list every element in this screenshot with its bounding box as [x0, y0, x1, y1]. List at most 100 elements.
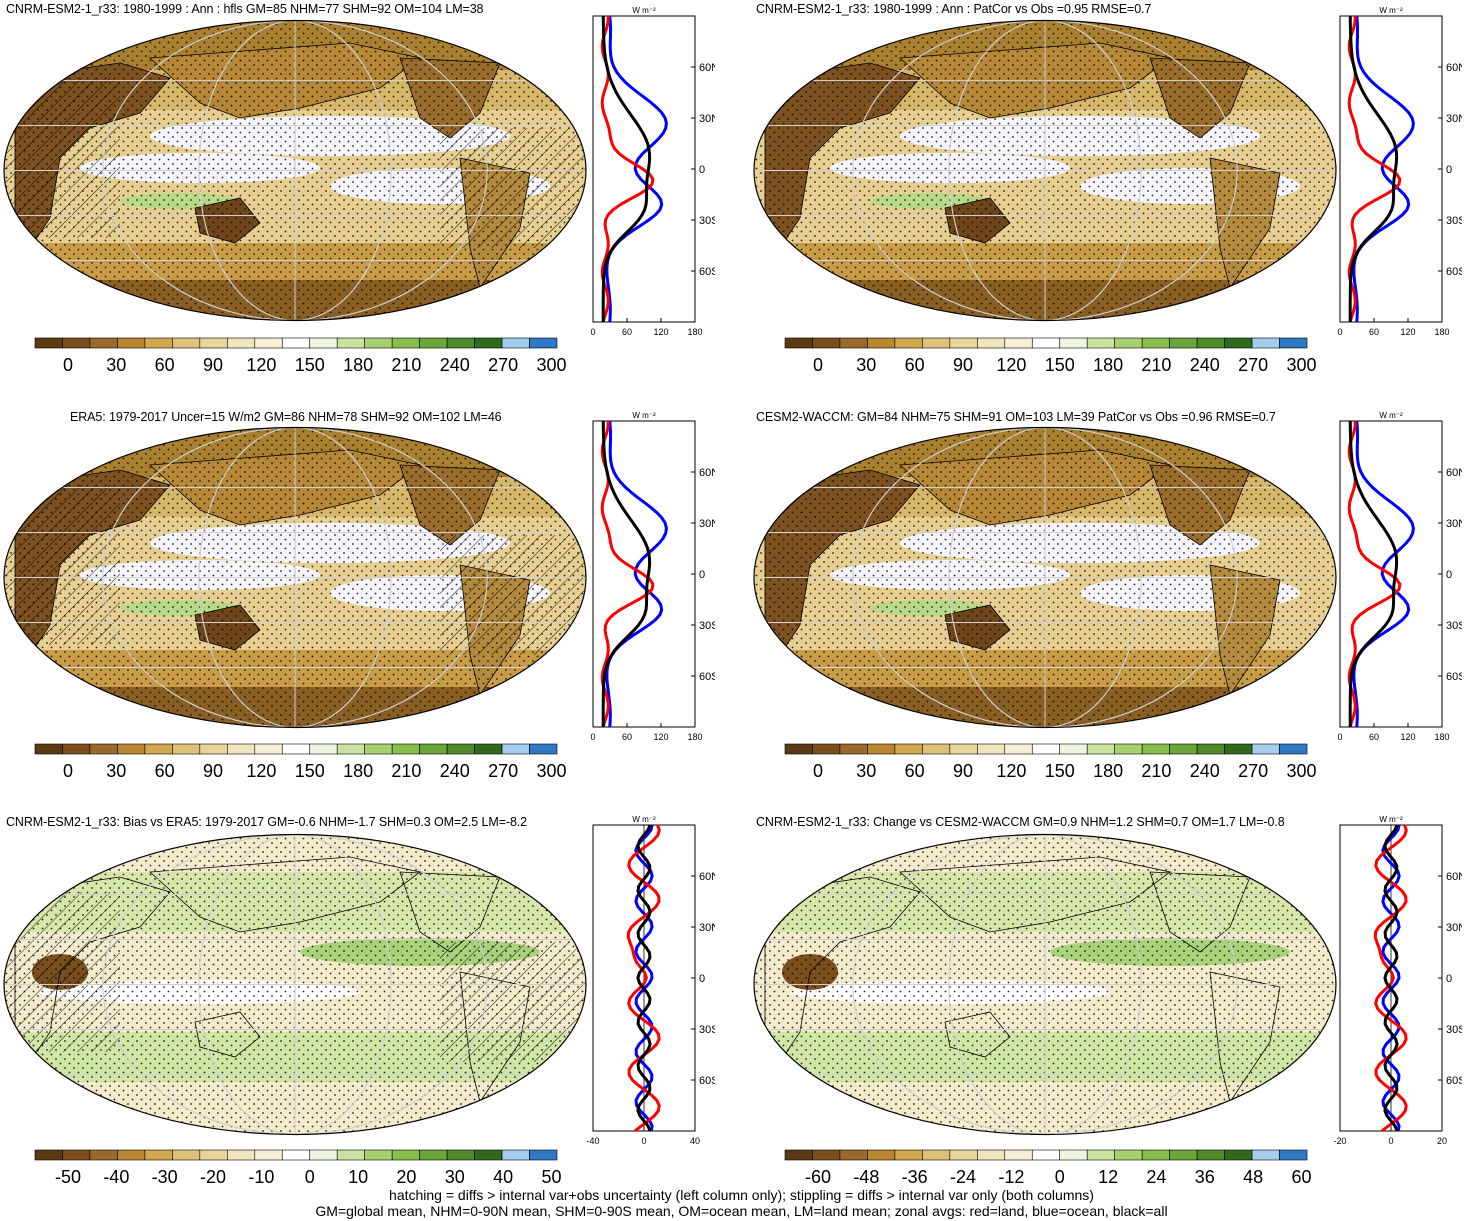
zonal-ytick-label: 60N: [1446, 467, 1462, 479]
colorbar-swatch: [894, 1149, 923, 1161]
colorbar-swatch: [446, 337, 475, 349]
colorbar-swatch: [812, 337, 841, 349]
colorbar-swatch: [501, 743, 530, 755]
zonal-xtick-label: 120: [653, 327, 668, 337]
colorbar-swatch: [419, 337, 448, 349]
zonal-ytick-label: 60S: [1446, 1075, 1462, 1087]
colorbar-swatch: [364, 1149, 393, 1161]
zonal-ytick-label: 60N: [1446, 62, 1462, 74]
colorbar-swatch: [977, 1149, 1006, 1161]
colorbar-swatch: [89, 337, 118, 349]
zonal-xtick-label: 180: [1434, 327, 1449, 337]
colorbar-swatch: [474, 743, 503, 755]
colorbar-swatch: [1086, 743, 1115, 755]
colorbar-swatch: [1114, 337, 1143, 349]
zonal-average-plot: W m⁻² 60N 30N 0 30S 60S 0 60 120 180: [1337, 411, 1462, 742]
zonal-unit-label: W m⁻²: [1379, 6, 1403, 15]
caption-line: GM=global mean, NHM=0-90N mean, SHM=0-90…: [315, 1203, 1168, 1219]
zonal-average-plot: W m⁻² 60N 30N 0 30S 60S -20 0 20: [1333, 815, 1462, 1146]
colorbar-tick-label: -50: [55, 1167, 81, 1187]
panel-title: CNRM-ESM2-1_r33: Change vs CESM2-WACCM G…: [756, 815, 1285, 829]
colorbar-swatch: [227, 1149, 256, 1161]
zonal-xtick-label: 60: [622, 732, 632, 742]
colorbar: 0 30 60 90 120 150 180 210 240 270 300: [784, 743, 1317, 781]
colorbar-swatch: [1279, 743, 1308, 755]
colorbar-swatch: [784, 337, 813, 349]
colorbar-swatch: [446, 1149, 475, 1161]
colorbar-tick-label: 270: [488, 761, 518, 781]
zonal-xtick-label: 180: [687, 327, 702, 337]
colorbar-swatch: [1004, 1149, 1033, 1161]
colorbar-tick-label: 30: [106, 761, 126, 781]
colorbar-tick-label: 120: [246, 761, 276, 781]
zonal-average-plot: W m⁻² 60N 30N 0 30S 60S 0 60 120 180: [590, 411, 715, 742]
colorbar-swatch: [1114, 743, 1143, 755]
zonal-ytick-label: 30S: [699, 1024, 715, 1036]
colorbar-tick-label: 210: [391, 355, 421, 375]
zonal-xtick-label: 40: [690, 1136, 700, 1146]
colorbar-tick-label: -30: [152, 1167, 178, 1187]
zonal-ytick-label: 60S: [1446, 671, 1462, 683]
zonal-unit-label: W m⁻²: [632, 815, 656, 824]
colorbar-swatch: [34, 1149, 63, 1161]
zonal-ytick-label: 0: [1446, 973, 1452, 985]
colorbar-swatch: [867, 743, 896, 755]
colorbar-swatch: [227, 337, 256, 349]
colorbar-tick-label: 150: [1045, 355, 1075, 375]
colorbar-tick-label: 210: [1141, 761, 1171, 781]
colorbar-swatch: [309, 743, 338, 755]
colorbar-tick-label: 90: [203, 761, 223, 781]
panel-title: CESM2-WACCM: GM=84 NHM=75 SHM=91 OM=103 …: [756, 410, 1276, 424]
zonal-average-plot: W m⁻² 60N 30N 0 30S 60S 0 60 120 180: [1337, 6, 1462, 337]
colorbar: -60 -48 -36 -24 -12 0 12 24 36 48 60: [784, 1149, 1312, 1187]
colorbar-swatch: [446, 743, 475, 755]
colorbar-tick-label: 120: [996, 761, 1026, 781]
zonal-xtick-label: 20: [1437, 1136, 1447, 1146]
zonal-ytick-label: 60N: [699, 467, 715, 479]
colorbar-tick-label: -24: [950, 1167, 976, 1187]
colorbar-tick-label: 270: [488, 355, 518, 375]
colorbar-tick-label: 120: [246, 355, 276, 375]
zonal-average-plot: W m⁻² 60N 30N 0 30S 60S -40 0 40: [586, 815, 715, 1146]
colorbar-swatch: [784, 743, 813, 755]
colorbar-tick-label: 60: [1291, 1167, 1311, 1187]
colorbar-tick-label: 210: [391, 761, 421, 781]
colorbar-tick-label: 180: [343, 761, 373, 781]
colorbar-tick-label: 180: [1093, 355, 1123, 375]
colorbar-swatch: [839, 337, 868, 349]
colorbar-swatch: [949, 337, 978, 349]
colorbar-swatch: [1279, 1149, 1308, 1161]
colorbar-swatch: [1114, 1149, 1143, 1161]
colorbar-swatch: [117, 743, 146, 755]
colorbar-swatch: [529, 1149, 558, 1161]
colorbar-swatch: [1031, 743, 1061, 755]
colorbar-swatch: [254, 743, 283, 755]
map: [753, 19, 1337, 322]
colorbar-tick-label: 240: [1190, 355, 1220, 375]
hatching: [4, 892, 120, 1052]
colorbar-swatch: [199, 743, 228, 755]
colorbar-swatch: [1086, 337, 1115, 349]
zonal-xtick-label: 180: [1434, 732, 1449, 742]
zonal-curve: [626, 824, 661, 1133]
colorbar-swatch: [839, 743, 868, 755]
zonal-ytick-label: 60S: [1446, 266, 1462, 278]
colorbar-swatch: [1059, 1149, 1088, 1161]
zonal-ytick-label: 30N: [699, 113, 715, 125]
colorbar-swatch: [894, 743, 923, 755]
colorbar-tick-label: 90: [953, 355, 973, 375]
colorbar-swatch: [1279, 337, 1308, 349]
colorbar-swatch: [144, 743, 173, 755]
colorbar-swatch: [474, 1149, 503, 1161]
zonal-curve: [600, 420, 655, 728]
zonal-curve: [1347, 15, 1402, 323]
zonal-ytick-label: 30N: [1446, 518, 1462, 530]
colorbar-swatch: [922, 743, 951, 755]
colorbar-tick-label: 30: [856, 761, 876, 781]
colorbar-swatch: [1004, 337, 1033, 349]
colorbar-swatch: [1031, 1149, 1061, 1161]
colorbar-swatch: [977, 743, 1006, 755]
colorbar-swatch: [254, 1149, 283, 1161]
map: [3, 19, 587, 322]
colorbar-tick-label: 10: [348, 1167, 368, 1187]
